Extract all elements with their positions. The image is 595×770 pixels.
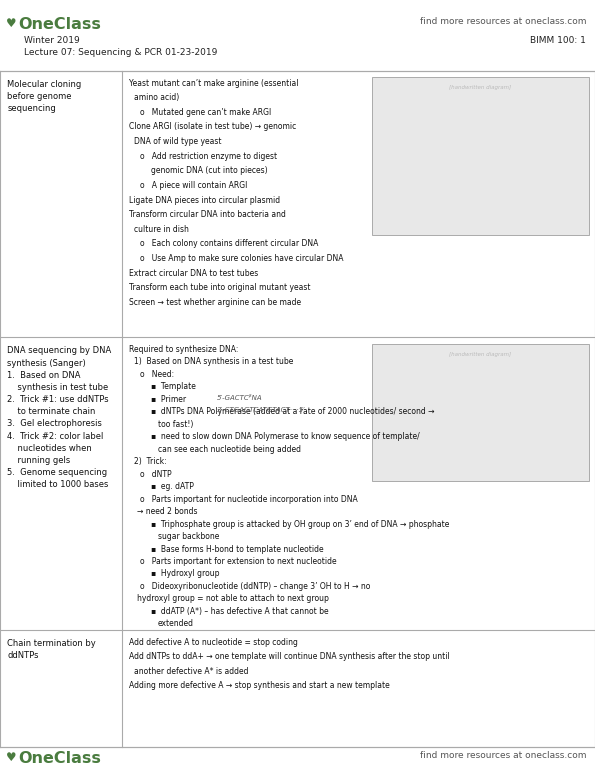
Text: Molecular cloning
before genome
sequencing: Molecular cloning before genome sequenci…: [7, 80, 82, 113]
Text: sugar backbone: sugar backbone: [158, 532, 219, 541]
Text: Add defective A to nucleotide = stop coding: Add defective A to nucleotide = stop cod…: [129, 638, 298, 647]
Text: Transform circular DNA into bacteria and: Transform circular DNA into bacteria and: [129, 210, 286, 219]
Text: DNA of wild type yeast: DNA of wild type yeast: [134, 137, 221, 146]
Bar: [372, 77, 589, 235]
Text: genomic DNA (cut into pieces): genomic DNA (cut into pieces): [151, 166, 267, 176]
Text: Screen → test whether arginine can be made: Screen → test whether arginine can be ma…: [129, 298, 301, 307]
Text: culture in dish: culture in dish: [134, 225, 189, 234]
Text: 1)  Based on DNA synthesis in a test tube: 1) Based on DNA synthesis in a test tube: [134, 357, 293, 367]
Text: DNA sequencing by DNA
synthesis (Sanger)
1.  Based on DNA
    synthesis in test : DNA sequencing by DNA synthesis (Sanger)…: [7, 346, 111, 489]
Text: ▪  ddATP (A*) – has defective A that cannot be: ▪ ddATP (A*) – has defective A that cann…: [151, 607, 328, 616]
Text: o   dNTP: o dNTP: [140, 470, 171, 479]
Text: 5′-GACTCᵝNA: 5′-GACTCᵝNA: [217, 395, 263, 401]
Text: o   Dideoxyribonucleotide (ddNTP) – change 3’ OH to H → no: o Dideoxyribonucleotide (ddNTP) – change…: [140, 582, 370, 591]
Bar: [372, 344, 589, 481]
Text: 3′-CTGAGTCATGTACT····5′: 3′-CTGAGTCATGTACT····5′: [217, 407, 306, 413]
Text: Chain termination by
ddNTPs: Chain termination by ddNTPs: [7, 639, 96, 660]
Text: 2)  Trick:: 2) Trick:: [134, 457, 167, 466]
Text: ▪  eg. dATP: ▪ eg. dATP: [151, 482, 193, 491]
Text: too fast!): too fast!): [158, 420, 193, 429]
Text: hydroxyl group = not able to attach to next group: hydroxyl group = not able to attach to n…: [137, 594, 328, 604]
Text: Lecture 07: Sequencing & PCR 01-23-2019: Lecture 07: Sequencing & PCR 01-23-2019: [24, 48, 217, 57]
Text: o   A piece will contain ARGI: o A piece will contain ARGI: [140, 181, 247, 190]
Text: o   Parts important for extension to next nucleotide: o Parts important for extension to next …: [140, 557, 336, 566]
Text: extended: extended: [158, 619, 194, 628]
Text: ♥: ♥: [6, 17, 17, 30]
Text: ♥: ♥: [6, 751, 17, 764]
Text: amino acid): amino acid): [134, 93, 179, 102]
Text: OneClass: OneClass: [18, 17, 101, 32]
Text: Yeast mutant can’t make arginine (essential: Yeast mutant can’t make arginine (essent…: [129, 79, 299, 88]
Text: o   Use Amp to make sure colonies have circular DNA: o Use Amp to make sure colonies have cir…: [140, 254, 343, 263]
Text: Clone ARGI (isolate in test tube) → genomic: Clone ARGI (isolate in test tube) → geno…: [129, 122, 296, 132]
Text: ▪  dNTPs DNA Polymerase (added at a rate of 2000 nucleotides/ second →: ▪ dNTPs DNA Polymerase (added at a rate …: [151, 407, 434, 417]
Text: ▪  Primer: ▪ Primer: [151, 395, 186, 403]
Text: o   Parts important for nucleotide incorporation into DNA: o Parts important for nucleotide incorpo…: [140, 494, 358, 504]
Text: Required to synthesize DNA:: Required to synthesize DNA:: [129, 345, 239, 354]
Text: ▪  Template: ▪ Template: [151, 383, 195, 391]
Text: o   Add restriction enzyme to digest: o Add restriction enzyme to digest: [140, 152, 277, 161]
Text: can see each nucleotide being added: can see each nucleotide being added: [158, 445, 300, 454]
Text: Winter 2019: Winter 2019: [24, 36, 80, 45]
Text: BIMM 100: 1: BIMM 100: 1: [530, 36, 586, 45]
Text: another defective A* is added: another defective A* is added: [134, 667, 248, 676]
Text: ▪  need to slow down DNA Polymerase to know sequence of template/: ▪ need to slow down DNA Polymerase to kn…: [151, 432, 419, 441]
Text: ▪  Base forms H-bond to template nucleotide: ▪ Base forms H-bond to template nucleoti…: [151, 544, 323, 554]
Text: Add dNTPs to ddA+ → one template will continue DNA synthesis after the stop unti: Add dNTPs to ddA+ → one template will co…: [129, 652, 450, 661]
Text: OneClass: OneClass: [18, 751, 101, 765]
Text: ▪  Hydroxyl group: ▪ Hydroxyl group: [151, 570, 219, 578]
Text: o   Mutated gene can’t make ARGI: o Mutated gene can’t make ARGI: [140, 108, 271, 117]
Text: o   Each colony contains different circular DNA: o Each colony contains different circula…: [140, 239, 318, 249]
Text: [handwritten diagram]: [handwritten diagram]: [449, 85, 512, 89]
Text: find more resources at oneclass.com: find more resources at oneclass.com: [419, 751, 586, 760]
Text: ▪  Triphosphate group is attacked by OH group on 3’ end of DNA → phosphate: ▪ Triphosphate group is attacked by OH g…: [151, 520, 449, 528]
Text: find more resources at oneclass.com: find more resources at oneclass.com: [419, 17, 586, 26]
Text: o   Need:: o Need:: [140, 370, 174, 379]
Text: Ligate DNA pieces into circular plasmid: Ligate DNA pieces into circular plasmid: [129, 196, 280, 205]
Text: Extract circular DNA to test tubes: Extract circular DNA to test tubes: [129, 269, 258, 278]
Text: Adding more defective A → stop synthesis and start a new template: Adding more defective A → stop synthesis…: [129, 681, 390, 691]
Text: → need 2 bonds: → need 2 bonds: [137, 507, 198, 516]
Text: Transform each tube into original mutant yeast: Transform each tube into original mutant…: [129, 283, 311, 293]
Text: [handwritten diagram]: [handwritten diagram]: [449, 352, 512, 357]
